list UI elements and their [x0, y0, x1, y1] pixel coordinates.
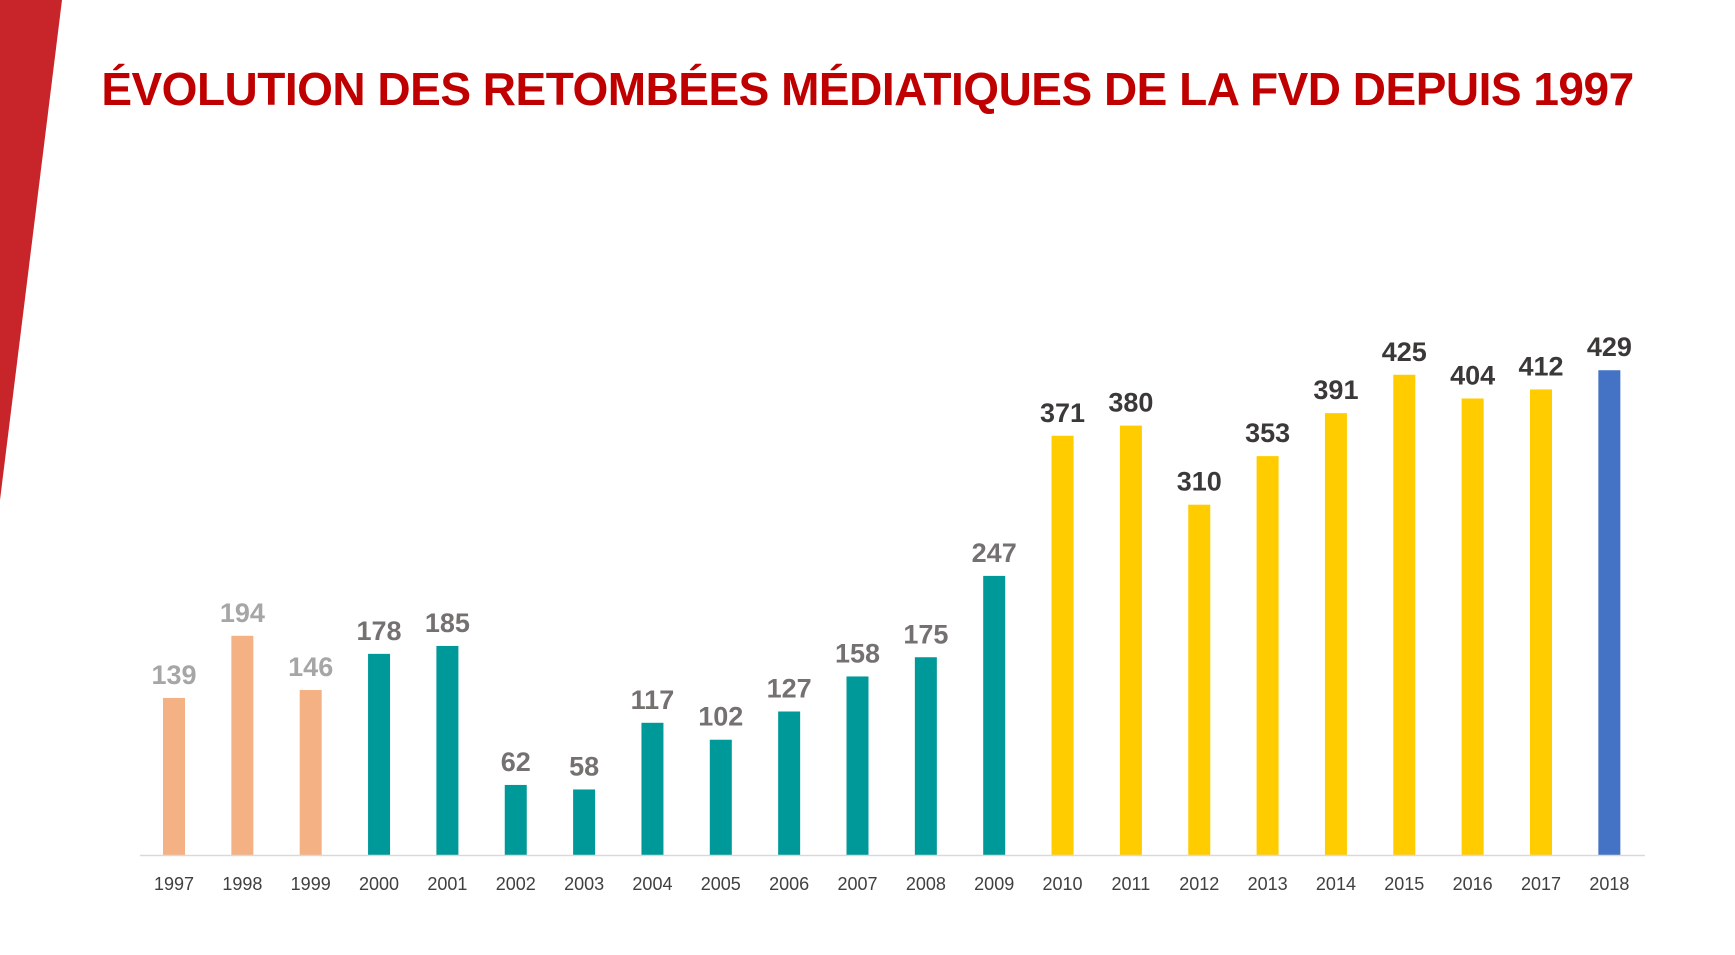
bar-2016	[1461, 398, 1484, 855]
bar-2003	[573, 789, 596, 855]
bar-2014	[1324, 413, 1347, 855]
x-tick-label-2003: 2003	[564, 874, 604, 894]
data-label-2001: 185	[425, 608, 470, 638]
x-tick-label-2012: 2012	[1179, 874, 1219, 894]
bar-2004	[641, 722, 664, 855]
x-tick-label-2015: 2015	[1384, 874, 1424, 894]
bar-2012	[1188, 504, 1211, 855]
data-label-2009: 247	[972, 538, 1017, 568]
data-label-2006: 127	[767, 673, 812, 703]
bar-1999	[299, 690, 322, 855]
x-tick-label-1998: 1998	[222, 874, 262, 894]
bar-2000	[368, 653, 391, 855]
bar-2001	[436, 645, 459, 855]
data-label-2014: 391	[1313, 375, 1358, 405]
bar-1998	[231, 635, 254, 855]
x-tick-label-2002: 2002	[496, 874, 536, 894]
x-tick-label-2013: 2013	[1248, 874, 1288, 894]
data-label-2017: 412	[1518, 351, 1563, 381]
data-label-2011: 380	[1108, 388, 1153, 418]
x-tick-label-2011: 2011	[1112, 874, 1151, 894]
bar-2010	[1051, 435, 1074, 855]
bar-2007	[846, 676, 869, 855]
x-tick-label-2000: 2000	[359, 874, 399, 894]
x-tick-label-2007: 2007	[837, 874, 877, 894]
x-tick-label-2016: 2016	[1453, 874, 1493, 894]
bar-2006	[778, 711, 801, 855]
x-tick-label-2001: 2001	[427, 874, 467, 894]
data-label-1998: 194	[220, 598, 265, 628]
data-label-2012: 310	[1177, 467, 1222, 497]
data-label-2003: 58	[569, 751, 599, 781]
x-tick-label-2010: 2010	[1043, 874, 1083, 894]
x-tick-label-2008: 2008	[906, 874, 946, 894]
data-label-1999: 146	[288, 652, 333, 682]
x-tick-label-2014: 2014	[1316, 874, 1356, 894]
data-labels-layer: 139 194 146 178 185 62 58 117 102 127 158 175 247 371…	[151, 332, 1631, 781]
data-label-2016: 404	[1450, 360, 1495, 390]
x-tick-label-2009: 2009	[974, 874, 1014, 894]
x-tick-label-1999: 1999	[291, 874, 331, 894]
data-label-2004: 117	[631, 685, 675, 715]
bar-2013	[1256, 456, 1279, 855]
data-label-2018: 429	[1587, 332, 1632, 362]
x-tick-labels-layer: 1997 1998 1999 2000 2001 2002 2003 2004 2005 2006…	[154, 874, 1629, 894]
data-label-1997: 139	[151, 660, 196, 690]
data-label-2005: 102	[698, 702, 743, 732]
red-accent-stripe	[0, 0, 62, 500]
x-tick-label-1997: 1997	[154, 874, 194, 894]
bar-1997	[163, 697, 185, 855]
data-label-2015: 425	[1382, 337, 1427, 367]
bar-2002	[504, 784, 527, 855]
bar-2018	[1598, 370, 1621, 855]
bar-2017	[1530, 389, 1552, 855]
bar-2005	[709, 739, 732, 855]
bar-2011	[1119, 425, 1142, 855]
x-tick-label-2018: 2018	[1589, 874, 1629, 894]
data-label-2010: 371	[1040, 398, 1085, 428]
x-tick-label-2017: 2017	[1521, 874, 1561, 894]
x-tick-label-2004: 2004	[632, 874, 672, 894]
data-label-2007: 158	[835, 638, 880, 668]
data-label-2002: 62	[501, 747, 531, 777]
bar-2008	[914, 657, 937, 855]
bars-layer	[163, 370, 1621, 855]
bar-2009	[983, 575, 1006, 855]
bar-2015	[1393, 374, 1416, 855]
data-label-2008: 175	[903, 619, 948, 649]
x-tick-label-2005: 2005	[701, 874, 741, 894]
data-label-2000: 178	[357, 616, 402, 646]
page-title: ÉVOLUTION DES RETOMBÉES MÉDIATIQUES DE L…	[101, 63, 1634, 115]
data-label-2013: 353	[1245, 418, 1290, 448]
x-tick-label-2006: 2006	[769, 874, 809, 894]
